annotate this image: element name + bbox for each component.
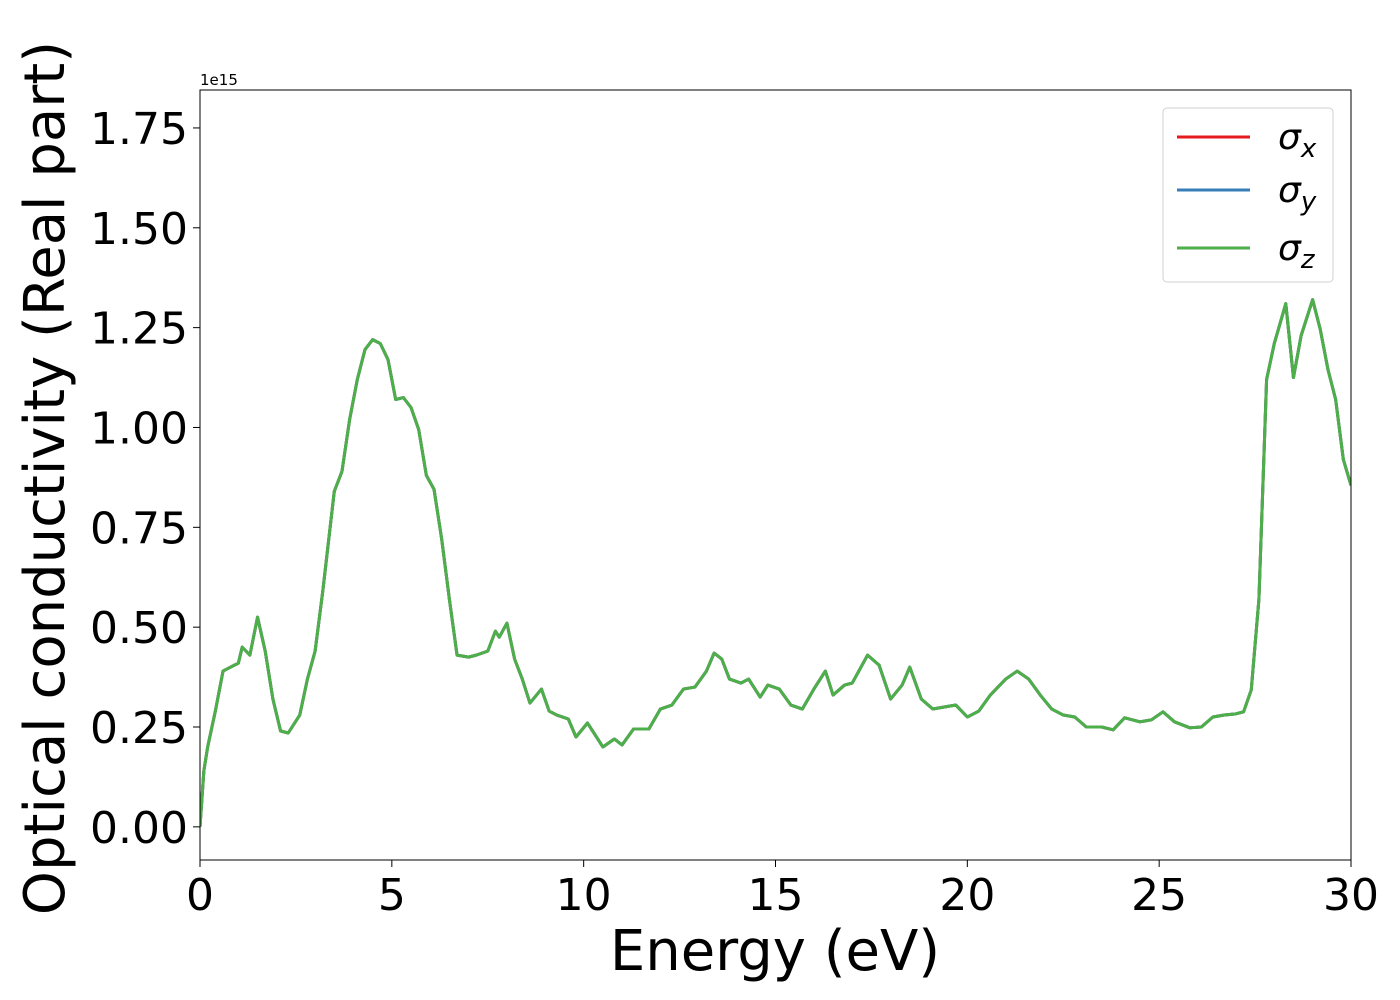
legend-label: σx [1278,117,1317,164]
legend-box [1162,107,1334,283]
x-tick-label: 5 [378,870,406,921]
x-tick-label: 20 [939,870,995,921]
y-tick-label: 1.00 [90,403,188,454]
x-tick-label: 10 [556,870,612,921]
series-line [200,298,1351,827]
y-tick-label: 1.75 [90,104,188,155]
x-tick-label: 30 [1323,870,1379,921]
plot-frame [199,89,1352,861]
legend-label: σz [1278,228,1316,275]
y-axis-label: Optical conductivity (Real part) [13,41,78,915]
series-line [200,298,1351,827]
y-offset-text: 1e15 [200,71,238,89]
y-tick-label: 0.25 [90,703,188,754]
x-axis-label: Energy (eV) [610,919,940,984]
y-tick-label: 1.50 [90,204,188,255]
y-tick-label: 0.50 [90,603,188,654]
x-tick-label: 15 [748,870,804,921]
legend-label: σy [1278,170,1317,217]
y-tick-label: 0.75 [90,503,188,554]
y-tick-label: 0.00 [90,803,188,854]
x-tick-label: 0 [186,870,214,921]
x-tick-label: 25 [1131,870,1187,921]
y-tick-label: 1.25 [90,304,188,355]
series-line [200,298,1351,827]
